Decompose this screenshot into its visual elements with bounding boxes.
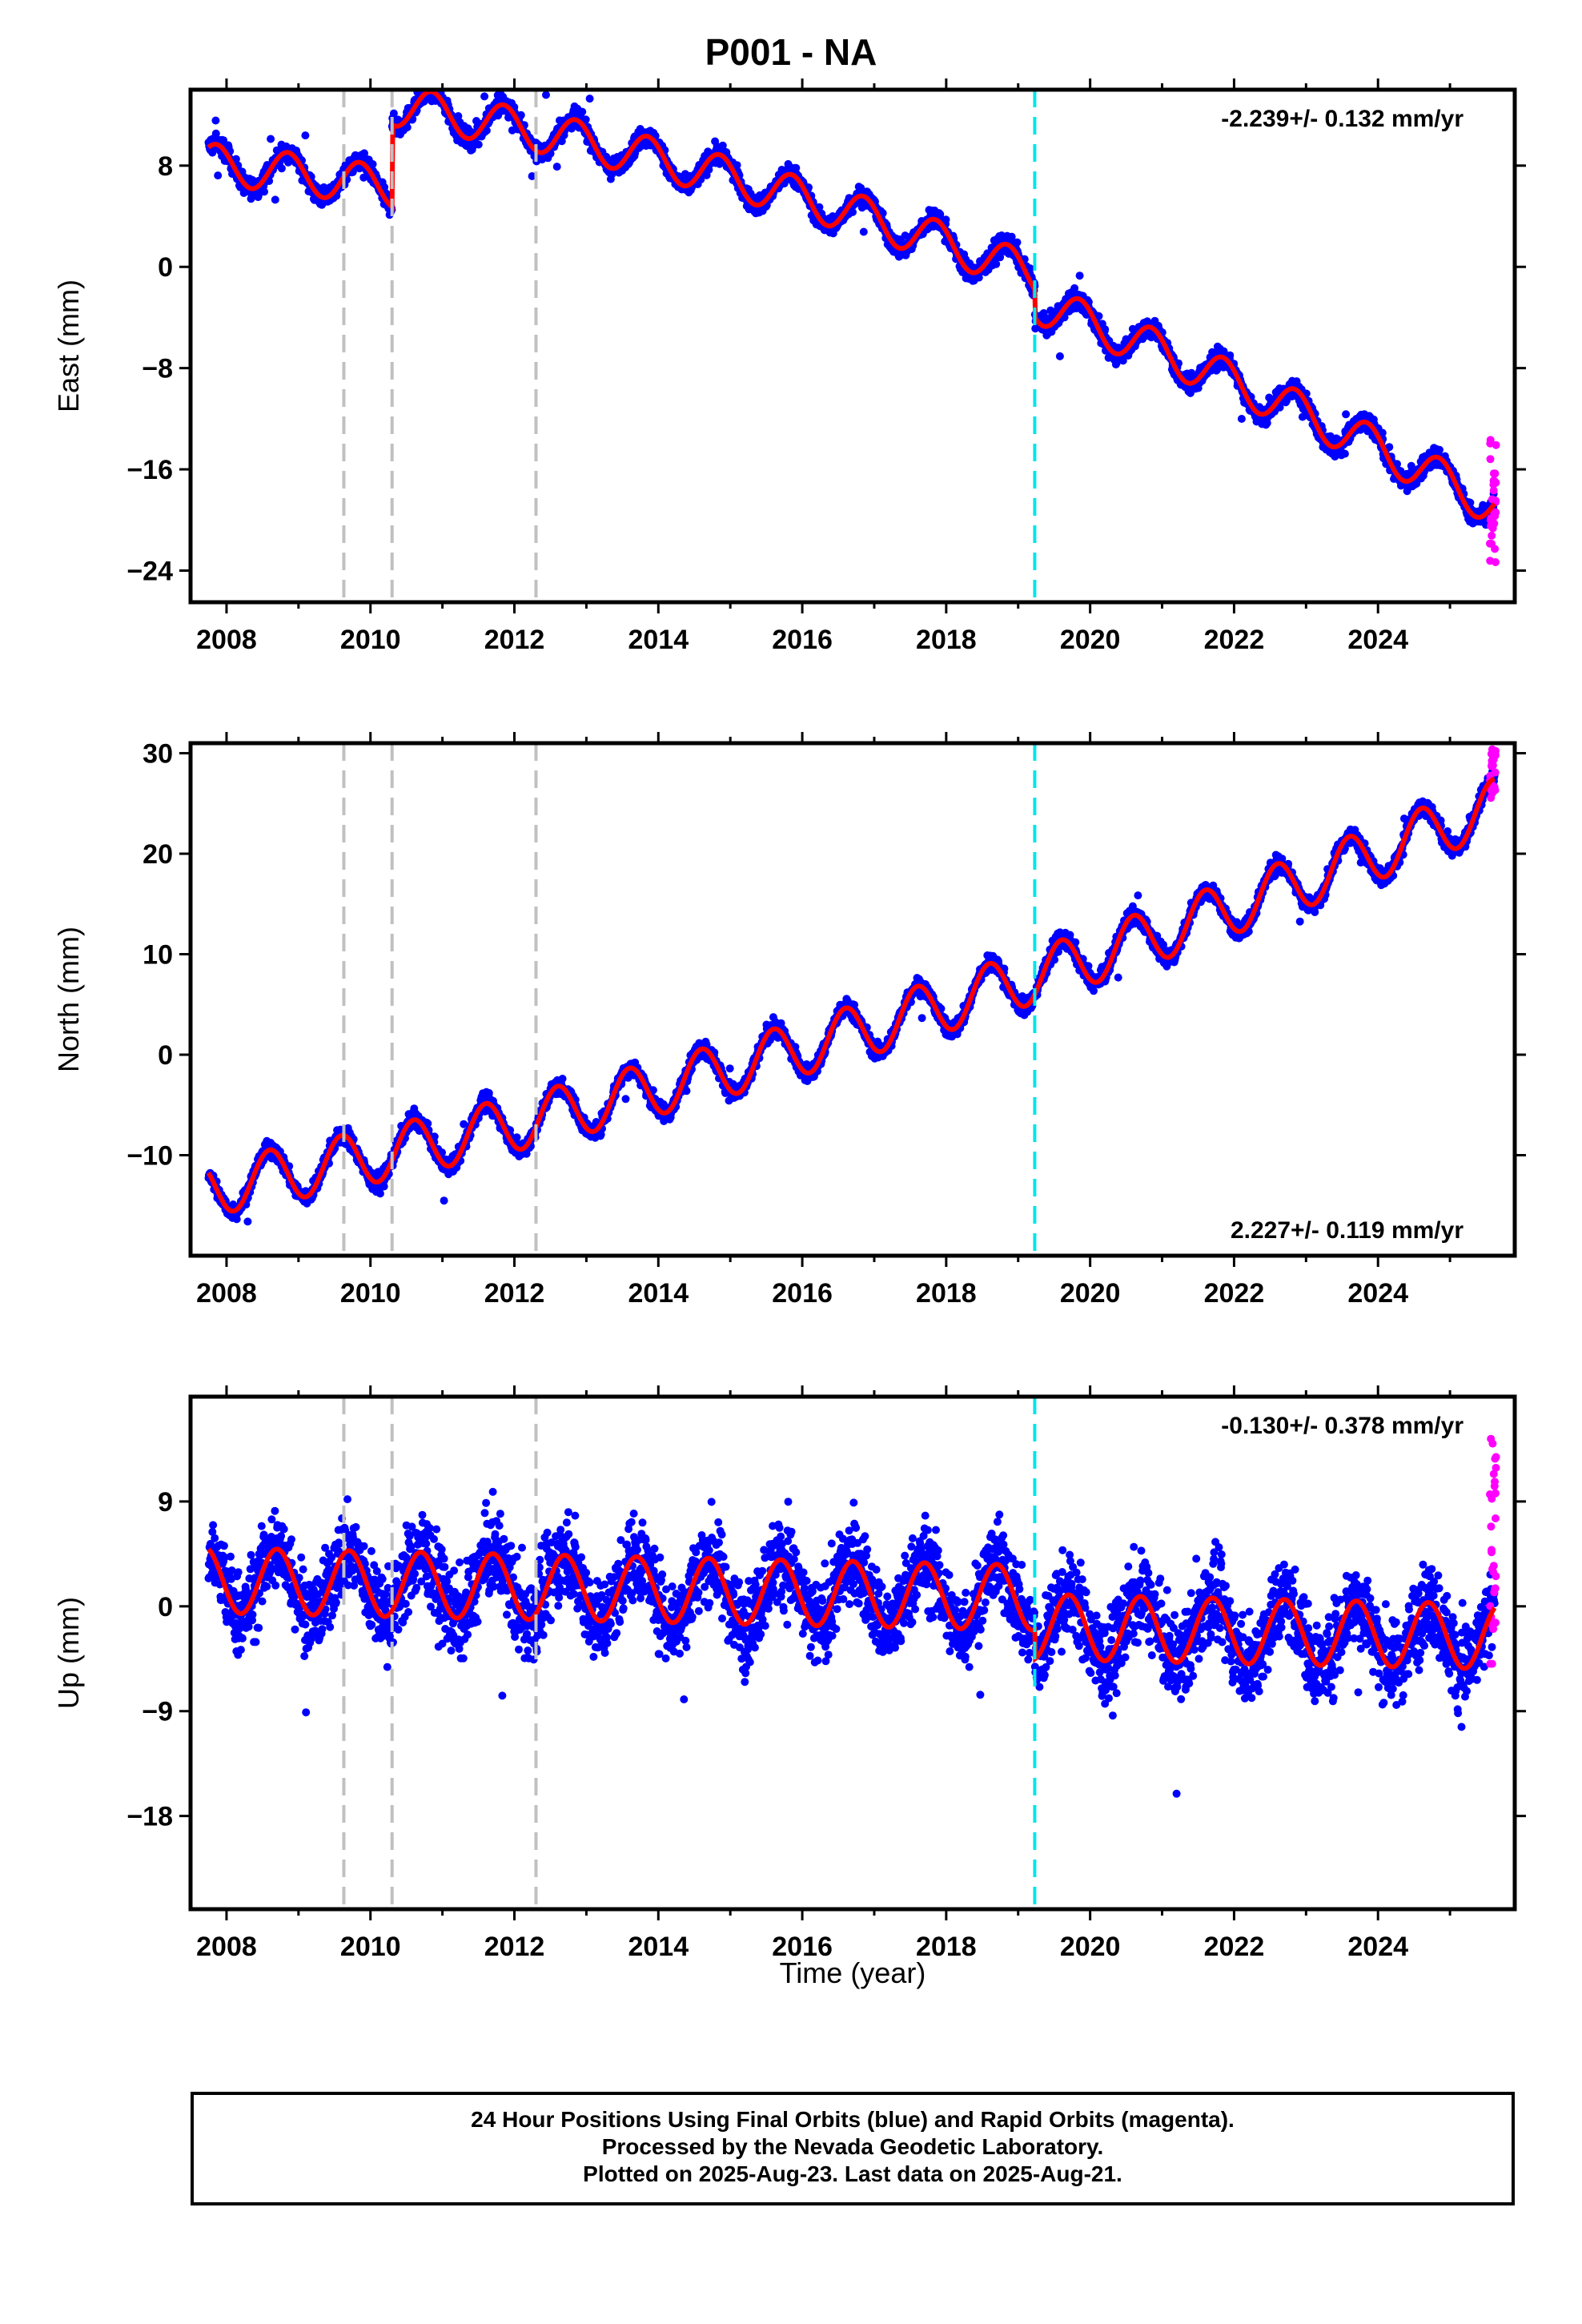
data-point: [277, 164, 286, 173]
data-point: [368, 160, 377, 168]
final-orbit-points: [204, 76, 1499, 529]
x-axis: 2008 2010 2012 2014 2016 2018 2020 2022 2024: [196, 78, 1452, 655]
data-point: [260, 187, 268, 196]
x-tick-label: 2024: [1347, 625, 1408, 655]
data-point: [403, 123, 412, 131]
data-point: [429, 78, 437, 86]
x-tick-label: 2022: [1204, 625, 1265, 655]
data-point: [389, 109, 398, 118]
data-point: [301, 131, 310, 140]
data-point: [426, 81, 434, 89]
x-tick-label: 2016: [772, 625, 833, 655]
data-point: [996, 253, 1005, 262]
data-point: [859, 227, 868, 236]
data-point: [878, 209, 887, 218]
data-point: [440, 1196, 448, 1205]
page-title: P001 - NA: [705, 31, 877, 73]
rapid-point: [1487, 521, 1495, 530]
data-point: [1435, 445, 1443, 454]
data-point: [425, 77, 433, 85]
data-point: [243, 1217, 252, 1226]
data-point: [1060, 313, 1069, 322]
y-tick-label: 0: [158, 252, 173, 283]
data-point: [1075, 271, 1084, 280]
data-point: [1340, 449, 1349, 458]
data-point: [1070, 283, 1079, 292]
data-point: [1237, 415, 1246, 423]
panel-1: 2008 2010 2012 2014 2016 2018 2020 2022 2024 8 0 −8…: [52, 76, 1526, 655]
data-point: [528, 172, 536, 180]
rapid-point: [1488, 540, 1496, 548]
x-tick-label: 2008: [196, 625, 257, 655]
y-tick-label: 8: [158, 151, 173, 182]
rapid-point: [1489, 480, 1498, 489]
model-curve: [207, 90, 1497, 520]
plot-frame: [188, 87, 1517, 605]
data-point: [581, 115, 590, 124]
data-point: [1101, 325, 1110, 334]
data-point: [1094, 312, 1103, 320]
data-point: [1013, 238, 1022, 247]
data-point: [480, 92, 489, 101]
data-point: [815, 203, 824, 211]
rapid-point: [1486, 557, 1495, 565]
data-point: [1026, 264, 1034, 273]
panel-2: 2008 2010 2012 2014 2016 2018 2020 2022 20243020…: [52, 732, 1526, 1309]
rapid-point: [1486, 455, 1495, 464]
y-axis-title: East (mm): [52, 279, 85, 412]
final-orbit-points: [204, 767, 1499, 1226]
x-tick-label: 2018: [916, 625, 977, 655]
data-point: [454, 112, 463, 120]
data-point: [416, 81, 424, 89]
data-point: [1342, 410, 1351, 419]
data-point: [516, 111, 525, 119]
data-point: [214, 171, 223, 180]
rapid-point: [1486, 436, 1495, 444]
data-point: [578, 107, 587, 116]
y-tick-label: −16: [126, 455, 173, 485]
y-tick-label: −8: [142, 354, 173, 384]
data-point: [482, 127, 491, 135]
data-point: [733, 161, 741, 170]
x-tick-label: 2020: [1060, 625, 1121, 655]
data-point: [992, 259, 1001, 268]
rate-label: -2.239+/- 0.132 mm/yr: [1221, 106, 1464, 132]
plot-area: [204, 76, 1500, 602]
x-tick-label: 2012: [484, 625, 545, 655]
data-point: [942, 215, 950, 224]
data-point: [792, 163, 801, 172]
rapid-point: [1488, 531, 1496, 540]
data-point: [474, 140, 483, 149]
data-point: [542, 90, 550, 99]
data-point: [849, 207, 857, 216]
data-point: [1055, 352, 1064, 360]
data-point: [428, 76, 436, 84]
data-point: [585, 94, 594, 103]
x-tick-label: 2010: [340, 625, 401, 655]
plot-area: [204, 743, 1500, 1256]
data-point: [211, 116, 220, 125]
data-point: [552, 163, 561, 171]
data-point: [271, 195, 279, 204]
data-point: [231, 155, 240, 163]
rapid-point: [1489, 469, 1498, 478]
x-tick-label: 2014: [628, 625, 689, 655]
data-point: [267, 135, 275, 143]
y-tick-label: −24: [126, 556, 173, 586]
